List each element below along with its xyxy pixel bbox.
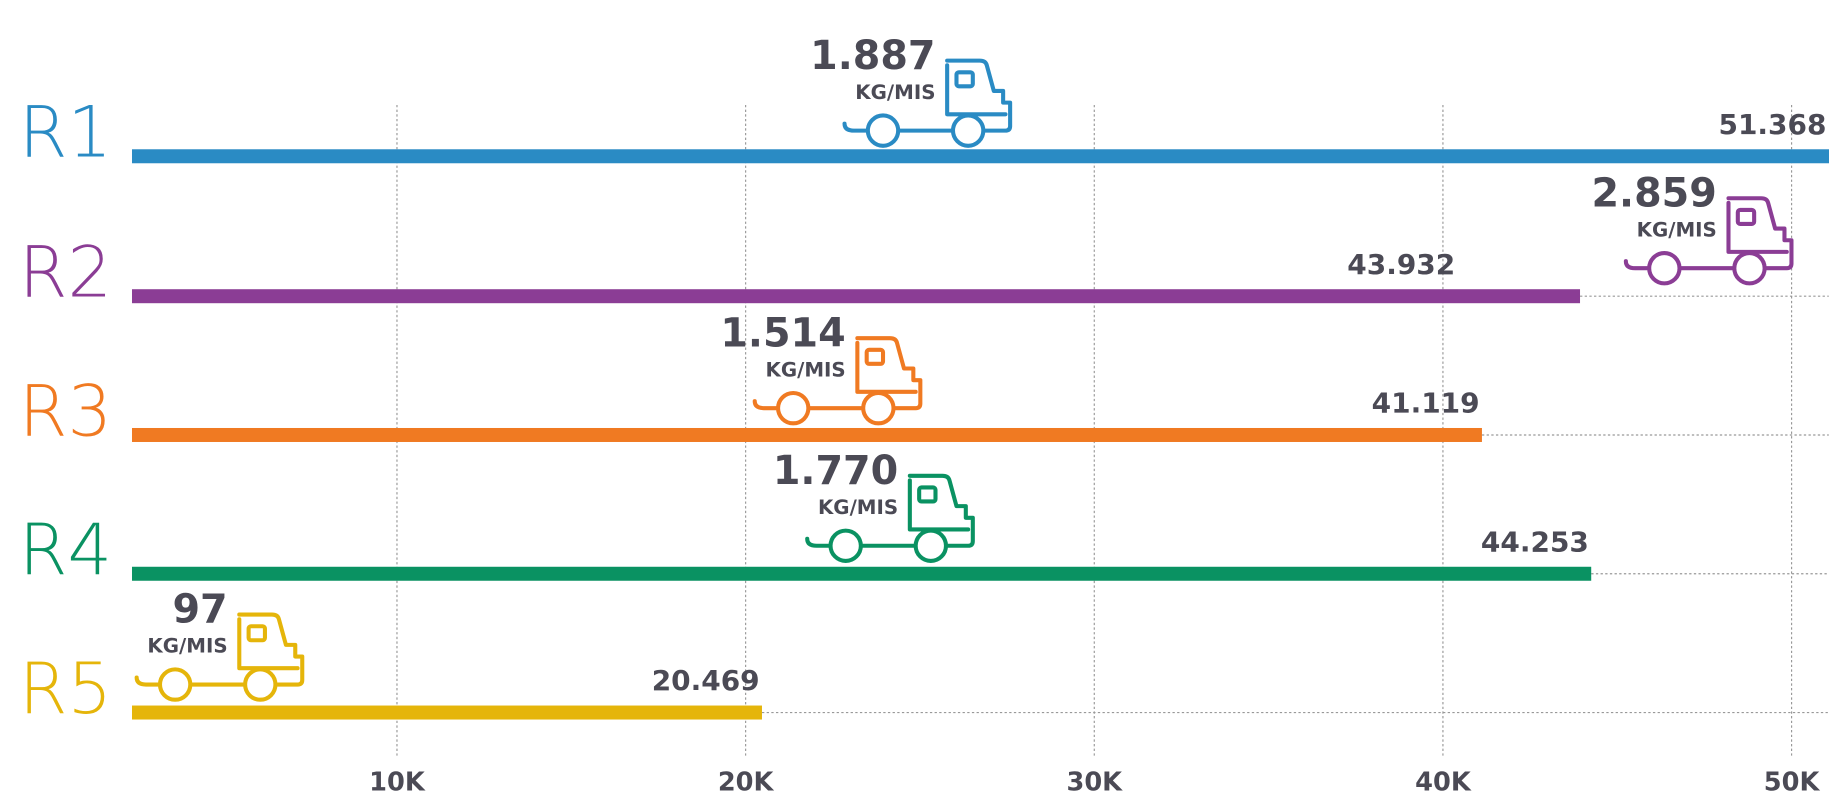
kg-unit: KG/MIS (765, 358, 845, 381)
x-tick-label: 20K (718, 768, 775, 793)
value-label: 51.368 (1719, 108, 1827, 141)
truck-window (1735, 207, 1757, 226)
kg-unit: KG/MIS (147, 635, 227, 658)
kg-value: 1.887 (810, 33, 935, 79)
kg-value: 1.770 (773, 448, 898, 494)
truck-body (752, 336, 923, 411)
value-label: 20.469 (652, 664, 760, 697)
truck-wheel (157, 667, 193, 702)
bar (131, 705, 762, 720)
truck-wheel (776, 390, 811, 426)
kg-unit: KG/MIS (818, 496, 898, 519)
x-tick-label: 30K (1066, 768, 1123, 793)
truck-wheel (243, 667, 278, 702)
truck-wheel (1647, 251, 1682, 286)
bar (131, 566, 1592, 581)
truck-window (864, 347, 886, 366)
x-tick-label: 40K (1415, 768, 1472, 793)
truck-window (917, 485, 938, 504)
value-label: 43.932 (1347, 248, 1455, 281)
bar (131, 149, 1829, 164)
category-label: R1 (19, 92, 112, 174)
x-tick-label: 50K (1764, 768, 1821, 793)
truck-wheel (950, 113, 986, 148)
truck-wheel (1732, 251, 1767, 286)
value-label: 41.119 (1372, 387, 1480, 420)
truck-wheel (913, 528, 949, 563)
truck-window (954, 70, 975, 89)
kg-value: 2.859 (1591, 170, 1716, 216)
category-label: R5 (19, 648, 112, 730)
truck-icon (134, 612, 305, 702)
truck-wheel (865, 113, 901, 148)
truck-icon (842, 58, 1013, 148)
kg-unit: KG/MIS (1637, 218, 1717, 241)
truck-body (134, 612, 305, 687)
value-label: 44.253 (1481, 525, 1589, 558)
kg-value: 1.514 (720, 310, 845, 356)
category-label: R3 (19, 370, 112, 452)
truck-body (1623, 196, 1794, 271)
bar (131, 427, 1482, 442)
truck-wheel (828, 528, 863, 563)
category-label: R4 (19, 509, 112, 591)
category-label: R2 (19, 232, 112, 314)
truck-window (246, 624, 267, 643)
x-tick-label: 10K (369, 768, 426, 793)
kg-unit: KG/MIS (855, 81, 935, 104)
truck-body (842, 58, 1013, 133)
kg-value: 97 (172, 587, 227, 633)
truck-icon (805, 473, 975, 563)
truck-icon (1623, 196, 1794, 286)
truck-icon (752, 336, 923, 426)
bar (131, 289, 1581, 304)
truck-wheel (861, 390, 896, 426)
truck-body (805, 473, 975, 548)
